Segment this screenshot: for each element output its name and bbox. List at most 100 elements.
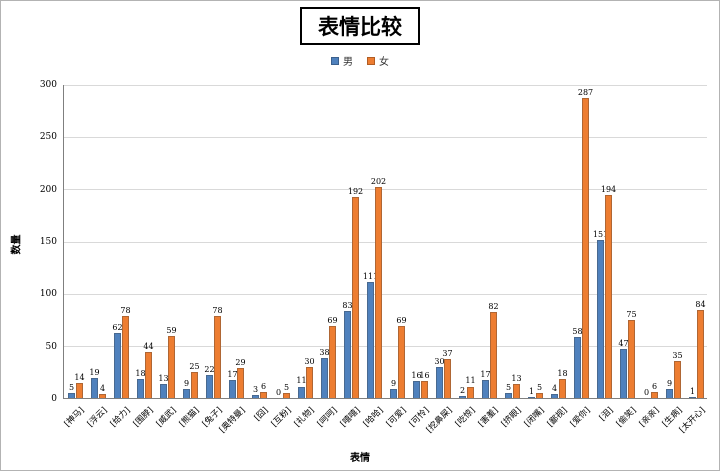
bar-value-label: 37 xyxy=(442,349,453,359)
bar-female xyxy=(168,336,175,398)
bar-value-label: 16 xyxy=(411,371,422,381)
bar-value-label: 22 xyxy=(204,364,215,374)
y-tick-label: 150 xyxy=(39,237,57,247)
y-tick-label: 250 xyxy=(39,132,57,143)
bar-value-label: 287 xyxy=(577,87,594,97)
bar-male xyxy=(689,396,696,398)
bar-value-label: 82 xyxy=(488,302,499,312)
bar-value-label: 5 xyxy=(536,382,543,392)
bar-female xyxy=(99,393,106,398)
gridline xyxy=(64,241,707,243)
bar-female xyxy=(674,361,681,398)
bar-male xyxy=(482,380,489,398)
legend-swatch-female-icon xyxy=(367,56,375,65)
bar-male xyxy=(620,348,627,398)
bar-value-label: 1 xyxy=(528,386,535,396)
bar-female xyxy=(421,381,428,398)
bar-value-label: 78 xyxy=(120,306,131,316)
bar-value-label: 9 xyxy=(390,378,397,388)
bar-value-label: 17 xyxy=(227,370,238,380)
bar-male xyxy=(137,379,144,398)
bar-value-label: 4 xyxy=(551,383,558,393)
bar-value-label: 47 xyxy=(618,338,629,348)
bar-value-label: 194 xyxy=(600,184,617,194)
bar-value-label: 38 xyxy=(319,348,330,358)
bar-male xyxy=(528,396,535,398)
bar-value-label: 192 xyxy=(347,187,364,197)
bar-female xyxy=(145,351,152,398)
chart-title: 表情比较 xyxy=(300,7,420,45)
bar-value-label: 111 xyxy=(362,271,379,281)
y-tick-label: 100 xyxy=(39,289,57,300)
bar-value-label: 19 xyxy=(89,368,100,378)
gridline xyxy=(64,84,707,86)
gridline xyxy=(64,346,707,348)
bar-value-label: 35 xyxy=(672,351,683,361)
bar-female xyxy=(214,316,221,398)
bar-male xyxy=(252,394,259,398)
bar-value-label: 25 xyxy=(189,361,200,371)
bar-value-label: 84 xyxy=(695,300,706,310)
legend-swatch-male-icon xyxy=(331,56,339,65)
y-tick-label: 50 xyxy=(45,341,57,352)
bar-female xyxy=(122,316,129,398)
bar-value-label: 6 xyxy=(260,381,267,391)
bar-female xyxy=(76,383,83,398)
bar-male xyxy=(344,311,351,398)
bar-value-label: 17 xyxy=(480,370,491,380)
bar-value-label: 18 xyxy=(135,369,146,379)
bar-value-label: 1 xyxy=(689,386,696,396)
gridline xyxy=(64,293,707,295)
bar-female xyxy=(697,310,704,398)
bar-male xyxy=(183,388,190,398)
bar-male xyxy=(390,388,397,398)
bar-male xyxy=(436,366,443,398)
chart-legend: 男 女 xyxy=(1,53,719,68)
bar-male xyxy=(206,374,213,398)
bar-value-label: 0 xyxy=(643,388,650,397)
bar-male xyxy=(91,378,98,398)
bar-value-label: 30 xyxy=(434,356,445,366)
bar-value-label: 202 xyxy=(370,176,387,186)
gridline xyxy=(64,136,707,138)
bar-female xyxy=(490,312,497,398)
bar-male xyxy=(597,239,604,398)
bar-female xyxy=(398,325,405,398)
bar-male xyxy=(574,337,581,398)
bar-value-label: 11 xyxy=(296,376,307,386)
bar-value-label: 69 xyxy=(396,315,407,325)
legend-item-male: 男 xyxy=(331,53,353,68)
bar-male xyxy=(68,392,75,398)
bar-value-label: 5 xyxy=(68,382,75,392)
bar-value-label: 44 xyxy=(143,341,154,351)
plot-area: 0 50 100 150 200 250 300 5 14 [神马] 19 4 [浮云] 62 78 [给力]… xyxy=(40,80,707,435)
y-axis-title: 数量 xyxy=(11,234,23,255)
bar-value-label: 78 xyxy=(212,306,223,316)
bar-value-label: 3 xyxy=(252,384,259,394)
bar-value-label: 13 xyxy=(158,374,169,384)
bar-value-label: 5 xyxy=(505,382,512,392)
bar-value-label: 83 xyxy=(342,301,353,311)
bar-value-label: 13 xyxy=(511,374,522,384)
bar-male xyxy=(114,333,121,398)
bar-value-label: 5 xyxy=(283,382,290,392)
bar-value-label: 9 xyxy=(183,378,190,388)
bar-female xyxy=(237,367,244,398)
bar-value-label: 69 xyxy=(327,315,338,325)
bar-value-label: 6 xyxy=(651,381,658,391)
legend-label-male: 男 xyxy=(343,57,353,68)
bar-value-label: 58 xyxy=(572,327,583,337)
bar-value-label: 151 xyxy=(592,229,609,239)
bar-female xyxy=(375,186,382,398)
y-tick-label: 300 xyxy=(39,80,57,90)
bar-female xyxy=(191,371,198,398)
bar-male xyxy=(160,384,167,398)
bar-value-label: 30 xyxy=(304,356,315,366)
bar-value-label: 0 xyxy=(275,388,282,397)
bar-value-label: 11 xyxy=(465,376,476,386)
bar-female xyxy=(306,366,313,398)
bar-value-label: 4 xyxy=(99,383,106,393)
bar-value-label: 29 xyxy=(235,357,246,367)
legend-label-female: 女 xyxy=(379,57,389,68)
bar-value-label: 18 xyxy=(557,369,568,379)
